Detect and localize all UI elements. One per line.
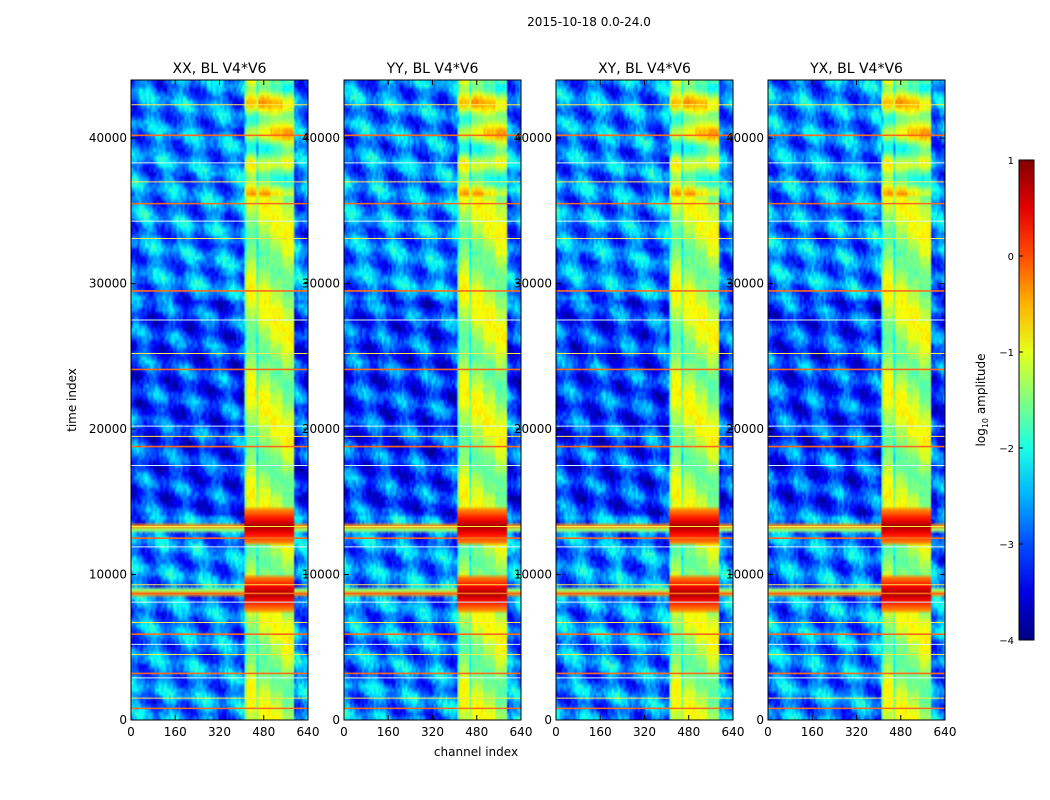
- y-tick-label: 10000: [89, 568, 127, 582]
- heatmap-raster: [131, 80, 308, 720]
- x-tick-label: 480: [889, 725, 912, 739]
- y-tick-label: 20000: [514, 422, 552, 436]
- colorbar: 1 0 −1 −2 −3 −4 log10 amplitude: [974, 156, 1035, 647]
- x-tick-label: 480: [252, 725, 275, 739]
- y-tick-label: 30000: [302, 277, 340, 291]
- x-tick-label: 320: [421, 725, 444, 739]
- heatmap-raster: [556, 80, 733, 720]
- panel-title: XY, BL V4*V6: [598, 61, 691, 77]
- heatmap-raster: [344, 80, 521, 720]
- y-tick-label: 20000: [89, 422, 127, 436]
- x-tick-label: 160: [589, 725, 612, 739]
- y-axis-label: time index: [65, 368, 79, 432]
- heatmap-panel: XX, BL V4*V6 0 160 320 480 640 0 10000 20000 3000…: [89, 61, 320, 739]
- x-tick-label: 320: [208, 725, 231, 739]
- colorbar-tick-label: −2: [999, 444, 1014, 455]
- x-tick-label: 160: [377, 725, 400, 739]
- colorbar-label: log10 amplitude: [974, 354, 990, 447]
- colorbar-tick-label: 0: [1008, 252, 1014, 263]
- y-tick-label: 20000: [302, 422, 340, 436]
- y-tick-label: 30000: [726, 277, 764, 291]
- colorbar-tick-label: −3: [999, 540, 1014, 551]
- chart-suptitle: 2015-10-18 0.0-24.0: [527, 15, 651, 29]
- x-tick-label: 320: [633, 725, 656, 739]
- heatmap-raster: [768, 80, 945, 720]
- y-tick-label: 10000: [302, 568, 340, 582]
- y-tick-label: 40000: [726, 131, 764, 145]
- colorbar-gradient: [1018, 159, 1035, 641]
- y-tick-label: 30000: [514, 277, 552, 291]
- y-tick-label: 40000: [89, 131, 127, 145]
- x-tick-label: 0: [340, 725, 348, 739]
- x-tick-label: 0: [127, 725, 135, 739]
- heatmap-panel: YY, BL V4*V6 0 160 320 480 640 0 10000 20000 3000…: [302, 61, 533, 739]
- x-tick-label: 480: [677, 725, 700, 739]
- heatmap-panel: YX, BL V4*V6 0 160 320 480 640 0 10000 20000 3000…: [726, 61, 957, 739]
- x-axis-label: channel index: [434, 745, 518, 759]
- colorbar-tick-label: −4: [999, 636, 1014, 647]
- y-tick-label: 40000: [302, 131, 340, 145]
- y-tick-label: 40000: [514, 131, 552, 145]
- colorbar-tick-label: 1: [1008, 156, 1014, 167]
- x-tick-label: 640: [297, 725, 320, 739]
- x-tick-label: 320: [845, 725, 868, 739]
- x-tick-label: 160: [164, 725, 187, 739]
- y-tick-label: 0: [544, 713, 552, 727]
- y-tick-label: 10000: [514, 568, 552, 582]
- heatmap-panels: XX, BL V4*V6 0 160 320 480 640 0 10000 20000 3000…: [89, 61, 957, 739]
- y-tick-label: 10000: [726, 568, 764, 582]
- y-tick-label: 0: [332, 713, 340, 727]
- panel-title: XX, BL V4*V6: [173, 61, 267, 77]
- y-tick-label: 30000: [89, 277, 127, 291]
- y-tick-label: 20000: [726, 422, 764, 436]
- heatmap-panel: XY, BL V4*V6 0 160 320 480 640 0 10000 20000 3000…: [514, 61, 745, 739]
- y-tick-label: 0: [756, 713, 764, 727]
- panel-title: YY, BL V4*V6: [386, 61, 479, 77]
- panel-title: YX, BL V4*V6: [809, 61, 903, 77]
- x-tick-label: 640: [934, 725, 957, 739]
- x-tick-label: 160: [801, 725, 824, 739]
- x-tick-label: 480: [465, 725, 488, 739]
- x-tick-label: 0: [552, 725, 560, 739]
- y-tick-label: 0: [119, 713, 127, 727]
- x-tick-label: 640: [722, 725, 745, 739]
- x-tick-label: 0: [764, 725, 772, 739]
- x-tick-label: 640: [510, 725, 533, 739]
- colorbar-tick-label: −1: [999, 348, 1014, 359]
